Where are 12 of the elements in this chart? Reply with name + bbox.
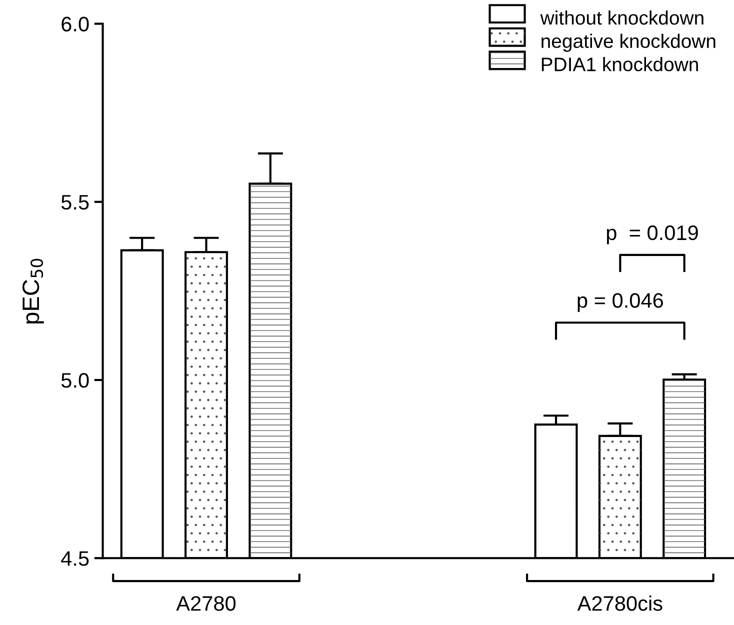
y-tick-label: 4.5 bbox=[61, 551, 89, 566]
y-tick-label: 5.0 bbox=[61, 373, 89, 388]
x-tick-label: A2780 bbox=[176, 596, 236, 611]
legend-label: without knockdown bbox=[540, 10, 704, 25]
legend-label: PDIA1 knockdown bbox=[542, 57, 698, 72]
y-axis-title: pEC$_{50}$ bbox=[22, 258, 44, 324]
x-tick-label: A2780cis bbox=[577, 596, 662, 611]
annotation: p = 0.019 bbox=[606, 225, 698, 244]
annotation: p = 0.046 bbox=[578, 293, 663, 312]
y-tick-label: 6.0 bbox=[62, 16, 89, 32]
legend-label: negative knockdown bbox=[542, 34, 716, 52]
y-tick-label: 5.5 bbox=[61, 195, 89, 210]
